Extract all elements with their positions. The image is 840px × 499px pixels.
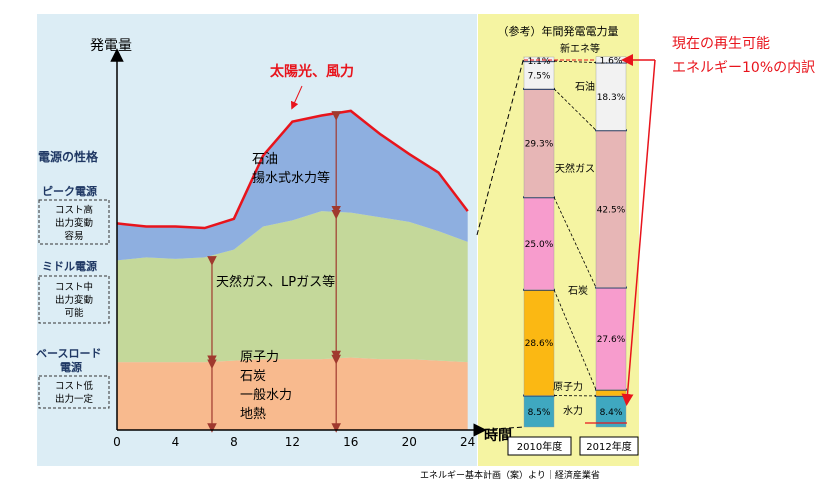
- category-desc-peak-3: 容易: [64, 230, 83, 242]
- layer-label-peak-1: 石油: [252, 152, 278, 167]
- bar-label-2010: 2010年度: [517, 440, 562, 453]
- right-chart-title: （参考）年間発電電力量: [498, 24, 619, 38]
- bar-segment: [595, 395, 627, 428]
- category-title-middle: ミドル電源: [42, 259, 97, 273]
- bar-segment: [523, 197, 555, 290]
- x-tick-label: 12: [285, 435, 300, 449]
- source-label-gas: 天然ガス: [555, 162, 595, 175]
- bar-value-label: 18.3%: [597, 93, 626, 103]
- height-arrows: [207, 111, 341, 433]
- bar-segment: [523, 289, 555, 396]
- bar-segment: [523, 395, 555, 428]
- bar-connector: [553, 197, 597, 288]
- bar-value-label: 1.1%: [528, 57, 551, 67]
- bar-segment: [595, 287, 627, 390]
- source-label-nuclear: 原子力: [553, 380, 583, 393]
- category-desc-base-2: 出力一定: [55, 393, 94, 405]
- x-axis-label: 時間: [484, 427, 512, 444]
- x-tick-labels: 0 4 8 12 16 20 24: [113, 435, 475, 449]
- bar-segment: [595, 130, 627, 288]
- bar-value-label: 1.6%: [600, 57, 623, 67]
- category-title-peak: ピーク電源: [42, 184, 97, 198]
- bar-connector: [553, 60, 597, 63]
- x-tick-label: 16: [343, 435, 358, 449]
- demand-line: [116, 109, 469, 230]
- category-title-base: ベースロード: [36, 347, 101, 360]
- stacked-bars: 8.5%28.6%25.0%29.3%7.5%1.1%8.4%1.7%27.6%…: [523, 56, 627, 428]
- bar-value-label: 8.5%: [528, 408, 551, 418]
- category-desc-middle-1: コスト中: [55, 281, 93, 293]
- bar-value-label: 27.6%: [597, 335, 626, 345]
- layer-label-base-1: 原子力: [240, 350, 279, 365]
- peak-annotation-pointer: [290, 85, 303, 110]
- bar-value-label: 42.5%: [597, 205, 626, 215]
- layer-label-base-3: 一般水力: [240, 387, 292, 403]
- annotation-arrow-bottom: [621, 59, 656, 406]
- bar-segment: [523, 56, 555, 62]
- x-tick-label: 0: [113, 435, 121, 449]
- bar-connector: [553, 289, 597, 390]
- x-tick-label: 4: [172, 435, 180, 449]
- bar-label-box-2010: [507, 436, 572, 456]
- annotation-line-1: 現在の再生可能: [672, 36, 770, 52]
- x-tick-label: 24: [460, 435, 475, 449]
- layer-label-middle: 天然ガス、LPガス等: [216, 274, 335, 290]
- section-heading: 電源の性格: [38, 149, 99, 164]
- layer-label-base-4: 地熱: [240, 407, 266, 422]
- category-desc-peak-1: コスト高: [55, 204, 93, 216]
- bar-segment: [595, 62, 627, 131]
- area-peak: [117, 110, 468, 261]
- bar-segment: [523, 60, 555, 90]
- source-label-oil: 石油: [575, 80, 595, 93]
- annotation-line-2: エネルギー10%の内訳: [672, 60, 815, 76]
- zoom-line-top: [476, 56, 525, 236]
- category-box-base: [38, 375, 110, 409]
- category-desc-middle-2: 出力変動: [55, 294, 93, 306]
- category-title-base-2: 電源: [60, 360, 82, 374]
- x-tick-label: 8: [230, 435, 238, 449]
- layer-label-base-2: 石炭: [240, 369, 266, 384]
- category-box-peak: [38, 199, 110, 245]
- category-desc-middle-3: 可能: [64, 307, 84, 319]
- area-base: [117, 357, 468, 430]
- bar-value-label: 8.4%: [600, 408, 623, 418]
- x-tick-label: 20: [402, 435, 417, 449]
- category-box-middle: [38, 275, 110, 324]
- bar-label-box-2012: [579, 436, 639, 456]
- source-label-renewable: 新エネ等: [560, 42, 600, 55]
- source-note: エネルギー基本計画（案）より｜経済産業省: [420, 469, 600, 481]
- category-desc-base-1: コスト低: [55, 380, 94, 392]
- bar-value-label: 7.5%: [528, 71, 551, 81]
- category-desc-peak-2: 出力変動: [55, 217, 93, 229]
- layer-label-peak-2: 揚水式水力等: [252, 170, 330, 186]
- area-middle: [117, 211, 468, 363]
- bar-connector-lines: [553, 60, 597, 397]
- source-label-hydro: 水力: [563, 404, 583, 417]
- y-axis-label: 発電量: [90, 38, 132, 54]
- bar-value-label: 25.0%: [525, 240, 554, 250]
- peak-annotation: 太陽光、風力: [270, 63, 354, 80]
- bar-value-label: 29.3%: [525, 140, 554, 150]
- source-label-coal: 石炭: [568, 285, 588, 297]
- bar-segment: [523, 88, 555, 198]
- area-layers: [116, 109, 469, 430]
- bar-label-2012: 2012年度: [586, 440, 631, 453]
- bar-value-label: 28.6%: [525, 339, 554, 349]
